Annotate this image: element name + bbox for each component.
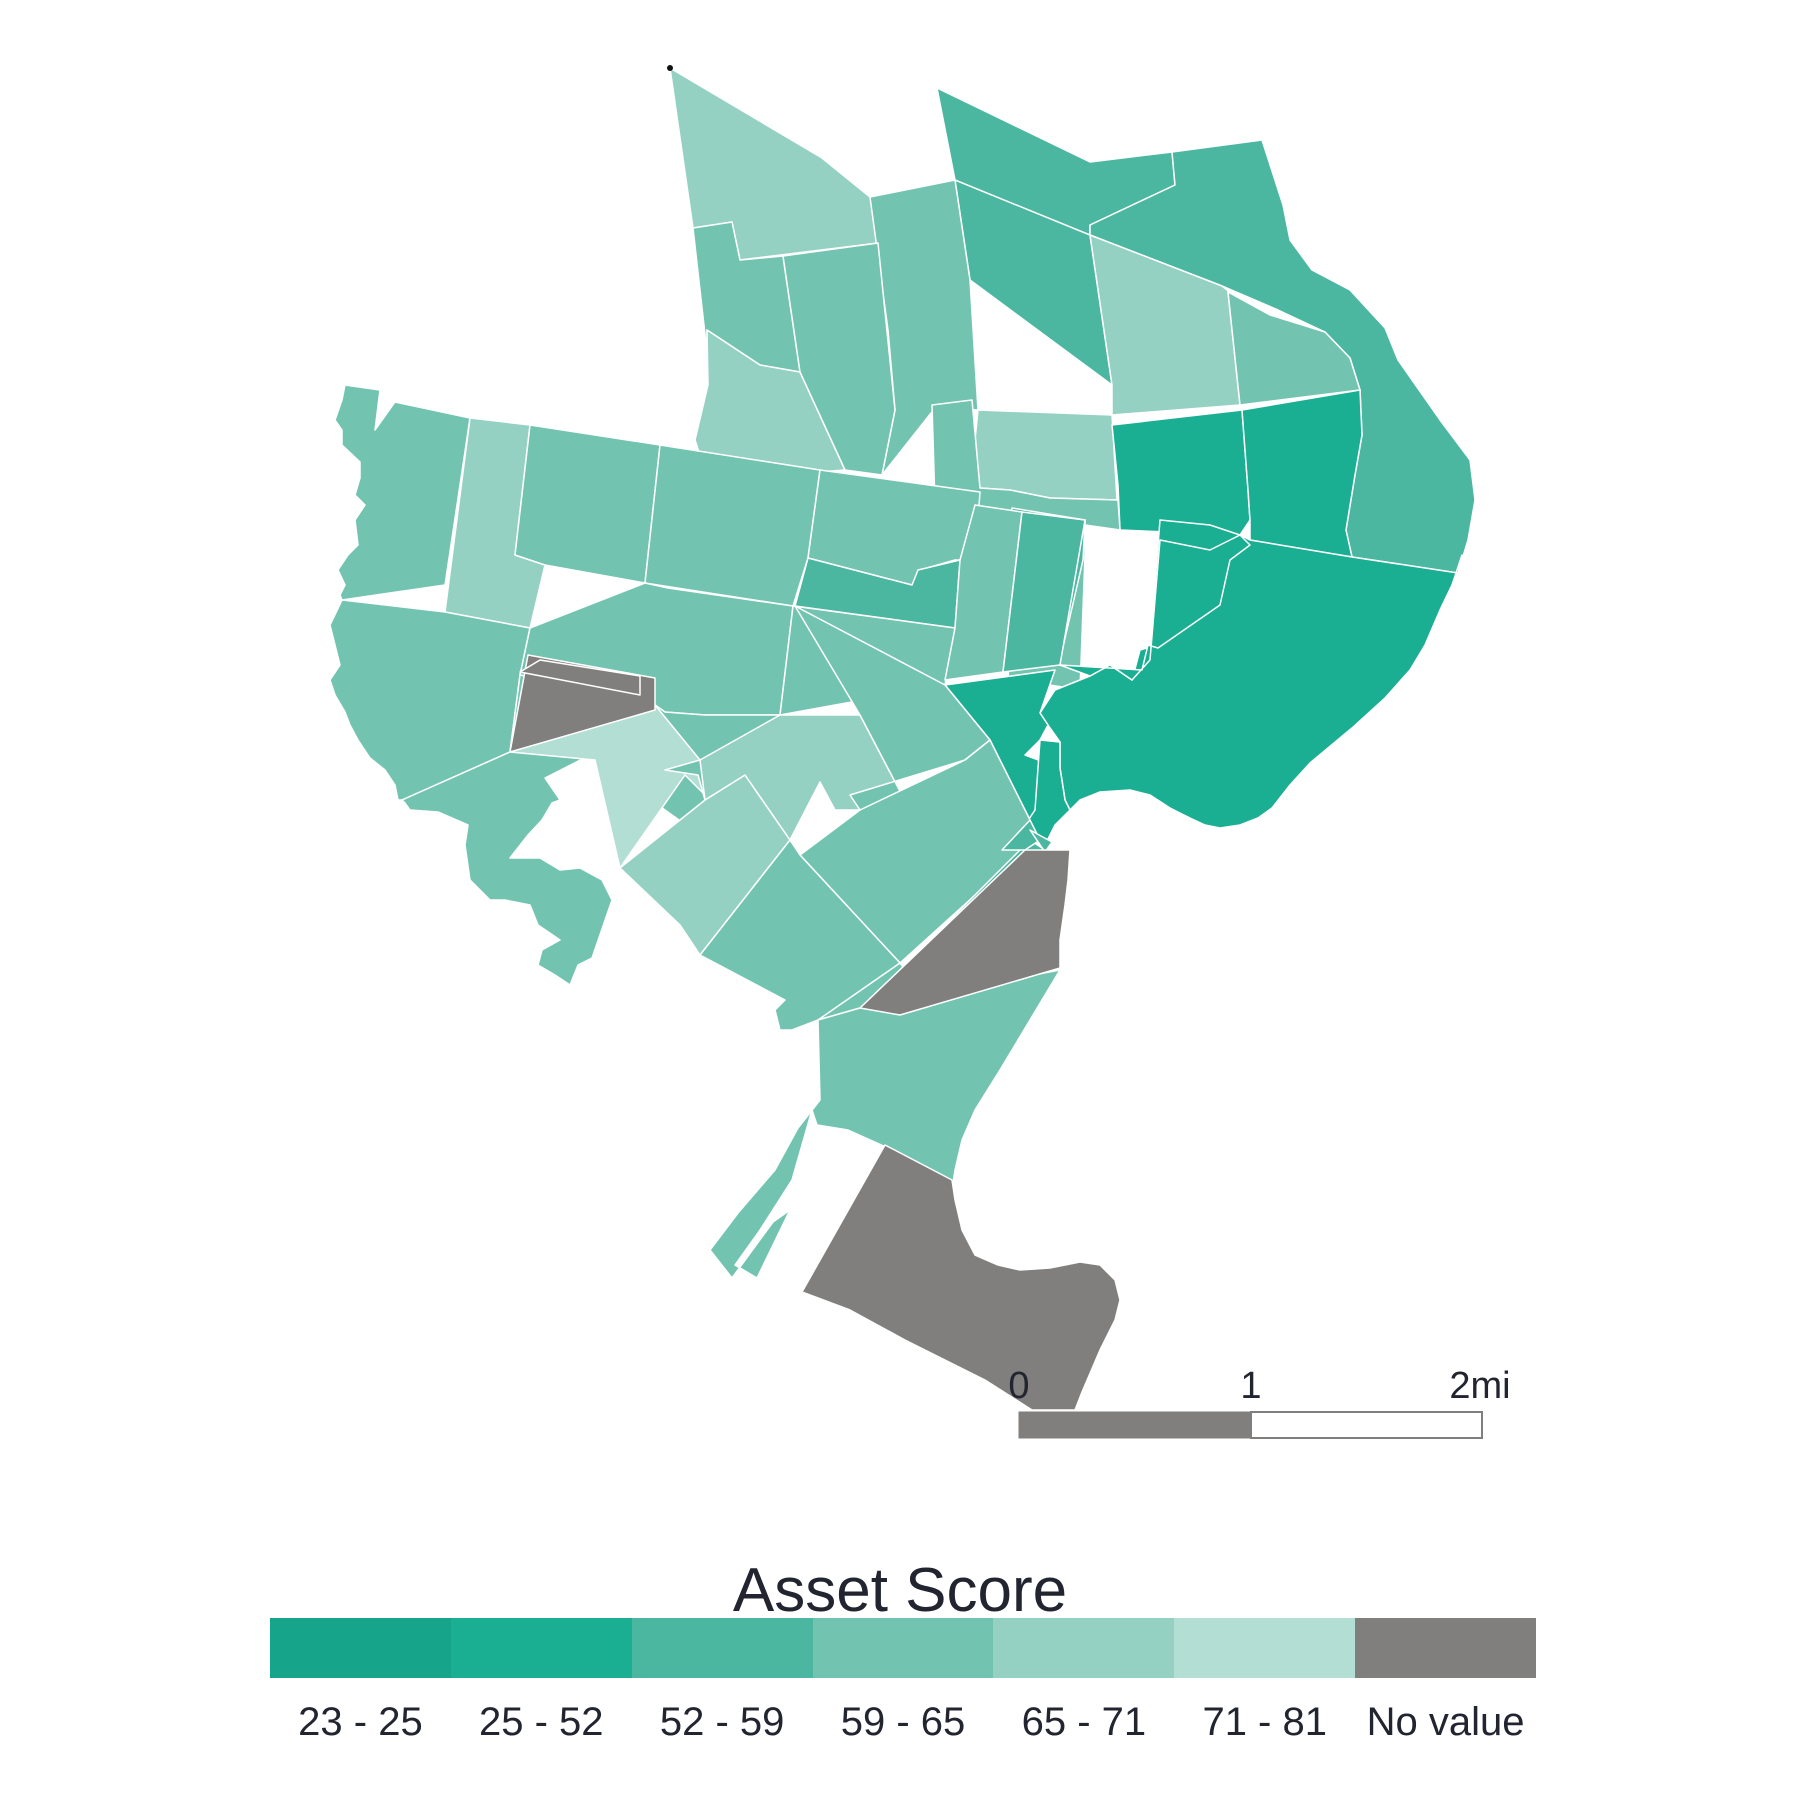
legend-label: 65 - 71	[1021, 1700, 1147, 1744]
region[interactable]	[334, 384, 471, 601]
legend-label: 52 - 59	[659, 1700, 785, 1744]
map-regions	[329, 67, 1476, 1279]
region[interactable]	[782, 242, 896, 476]
legend-title: Asset Score	[732, 1556, 1068, 1625]
region[interactable]	[519, 659, 641, 696]
region[interactable]	[1241, 389, 1363, 558]
no-value-region[interactable]	[859, 849, 1071, 1016]
legend-swatch-23-25	[270, 1618, 451, 1678]
scale-tick-2mi: 2mi	[1449, 1365, 1510, 1407]
legend-label: No value	[1366, 1700, 1525, 1744]
legend: 23 - 25 25 - 52 52 - 59 59 - 65 65 - 71 …	[270, 1618, 1537, 1745]
region[interactable]	[699, 714, 904, 841]
scale-bar-filled-segment	[1018, 1411, 1252, 1439]
legend-swatches	[270, 1618, 1537, 1678]
region[interactable]	[1029, 829, 1053, 853]
region[interactable]	[971, 409, 1118, 501]
region[interactable]	[1059, 534, 1251, 681]
legend-label: 71 - 81	[1202, 1700, 1327, 1744]
legend-swatch-25-52	[450, 1618, 632, 1678]
region[interactable]	[1039, 519, 1463, 829]
region[interactable]	[644, 444, 821, 607]
legend-swatch-no-value	[1355, 1618, 1537, 1678]
scale-tick-1: 1	[1240, 1365, 1261, 1407]
legend-swatch-59-65	[812, 1618, 994, 1678]
map-point-marker	[667, 65, 673, 71]
region[interactable]	[1111, 409, 1251, 536]
region[interactable]	[1227, 291, 1361, 406]
legend-swatch-52-59	[631, 1618, 813, 1678]
legend-label: 23 - 25	[298, 1700, 423, 1744]
region[interactable]	[514, 424, 661, 584]
no-value-region[interactable]	[801, 1144, 1121, 1411]
region[interactable]	[709, 969, 1061, 1279]
scale-bar-empty-segment	[1250, 1411, 1483, 1439]
scale-bar: 0 1 2mi	[1008, 1365, 1511, 1439]
legend-swatch-65-71	[993, 1618, 1175, 1678]
scale-tick-0: 0	[1008, 1365, 1029, 1407]
legend-swatch-71-81	[1174, 1618, 1356, 1678]
legend-label: 59 - 65	[840, 1700, 966, 1744]
legend-label: 25 - 52	[479, 1700, 604, 1744]
region[interactable]	[794, 605, 991, 811]
legend-labels: 23 - 25 25 - 52 52 - 59 59 - 65 65 - 71 …	[270, 1700, 1536, 1745]
